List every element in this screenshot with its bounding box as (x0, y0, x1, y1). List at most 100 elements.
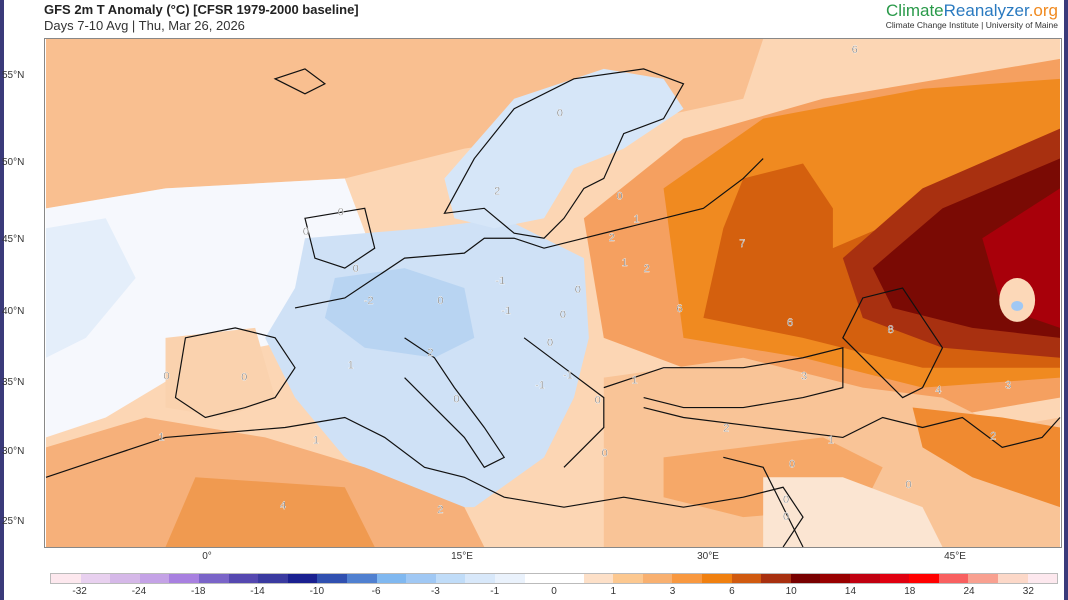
colorbar-label: 32 (1022, 586, 1034, 597)
anomaly-value-label: 1 (828, 434, 834, 446)
anomaly-value-label: -1 (501, 305, 511, 317)
lat-label: 55°N (2, 70, 25, 81)
lat-label: 30°N (2, 446, 25, 457)
colorbar-segment (80, 574, 111, 583)
colorbar-segment (435, 574, 466, 583)
colorbar-segment (998, 574, 1028, 583)
colorbar-segment (258, 574, 288, 583)
colorbar-label: -32 (72, 586, 87, 597)
lon-label: 45°E (944, 551, 966, 562)
anomaly-value-label: 0 (303, 226, 309, 238)
anomaly-region (1011, 300, 1024, 311)
anomaly-value-label: 2 (494, 185, 500, 197)
colorbar-label: -3 (430, 586, 440, 597)
colorbar-segment (731, 574, 762, 583)
anomaly-value-label: 0 (783, 511, 789, 523)
anomaly-value-label: 7 (739, 238, 745, 250)
anomaly-value-label: 1 (158, 431, 164, 443)
colorbar-segment (51, 574, 81, 583)
lat-label: 35°N (2, 377, 25, 388)
anomaly-value-label: 0 (453, 394, 459, 406)
anomaly-region (763, 477, 943, 547)
anomaly-value-label: 4 (280, 500, 286, 512)
lat-label: 50°N (2, 157, 25, 168)
colorbar-segment (494, 574, 525, 583)
colorbar-segment (820, 574, 851, 583)
anomaly-value-label: 2 (990, 430, 996, 442)
colorbar-segment (1027, 574, 1058, 583)
colorbar-label: -10 (309, 586, 325, 597)
anomaly-value-label: 0 (557, 108, 563, 120)
lon-label: 0° (202, 551, 212, 562)
map-subtitle: Days 7-10 Avg | Thu, Mar 26, 2026 (44, 18, 245, 33)
colorbar-label: -1 (490, 586, 500, 597)
anomaly-value-label: 0 (575, 284, 581, 296)
anomaly-region (324, 268, 475, 358)
colorbar-segment (287, 574, 318, 583)
anomaly-region (45, 218, 136, 358)
lat-label: 25°N (2, 516, 25, 527)
anomaly-value-label: 6 (787, 317, 793, 329)
colorbar-label: 14 (844, 586, 857, 597)
anomaly-value-label: 6 (676, 303, 682, 315)
colorbar-label: 0 (551, 586, 557, 597)
colorbar-segment (702, 574, 732, 583)
anomaly-value-label: 0 (547, 337, 553, 349)
anomaly-value-label: 3 (801, 371, 807, 383)
colorbar-label: -18 (191, 586, 206, 597)
anomaly-value-label: 0 (163, 371, 169, 383)
lon-label: 15°E (451, 551, 473, 562)
colorbar-label: 10 (785, 586, 797, 597)
colorbar-segment (524, 574, 555, 583)
anomaly-value-label: 1 (634, 213, 640, 225)
logo-text: Reanalyzer (943, 1, 1029, 20)
colorbar-label: -14 (250, 586, 265, 597)
anomaly-region (999, 278, 1036, 322)
colorbar-segment (110, 574, 140, 583)
colorbar-label: 24 (963, 586, 975, 597)
colorbar-segment (376, 574, 407, 583)
coastlines (45, 68, 1061, 547)
anomaly-value-label: 0 (241, 372, 247, 384)
logo-tagline: Climate Change Institute | University of… (885, 20, 1058, 30)
anomaly-value-label: 0 (560, 309, 566, 321)
anomaly-value-label: 8 (888, 324, 894, 336)
anomaly-value-label: -1 (495, 275, 505, 287)
anomaly-region (165, 477, 375, 547)
colorbar-segment (139, 574, 170, 583)
colorbar-segment (228, 574, 259, 583)
anomaly-region (444, 68, 684, 229)
lat-label: 40°N (2, 306, 25, 317)
anomaly-value-label: 1 (313, 434, 319, 446)
anomaly-value-label: 2 (644, 263, 650, 275)
anomaly-value-label: 2 (437, 504, 443, 516)
anomaly-value-label: 2 (723, 422, 729, 434)
colorbar-segment (198, 574, 229, 583)
colorbar-segment (465, 574, 495, 583)
colorbar-label: 3 (669, 586, 676, 597)
anomaly-value-label: -2 (364, 295, 374, 307)
colorbar-segment (909, 574, 939, 583)
colorbar-segment (317, 574, 347, 583)
colorbar-segment (938, 574, 969, 583)
map-title: GFS 2m T Anomaly (°C) [CFSR 1979-2000 ba… (44, 2, 359, 17)
colorbar-segment (169, 574, 199, 583)
anomaly-value-label: 0 (338, 206, 344, 218)
logo[interactable]: ClimateReanalyzer.org Climate Change Ins… (885, 1, 1058, 31)
logo-text: Climate (886, 1, 944, 20)
colorbar-segment (554, 574, 584, 583)
anomaly-value-label: 3 (1005, 380, 1011, 392)
anomaly-value-label: 0 (789, 458, 795, 470)
colorbar-segment (583, 574, 614, 583)
colorbar-segment (406, 574, 436, 583)
colorbar (50, 573, 1058, 584)
anomaly-value-label: 1 (632, 375, 638, 387)
anomaly-value-label: 6 (852, 44, 858, 56)
anomaly-region (45, 178, 375, 438)
colorbar-segment (879, 574, 910, 583)
colorbar-segment (968, 574, 998, 583)
anomaly-region (912, 407, 1061, 508)
colorbar-segment (613, 574, 643, 583)
